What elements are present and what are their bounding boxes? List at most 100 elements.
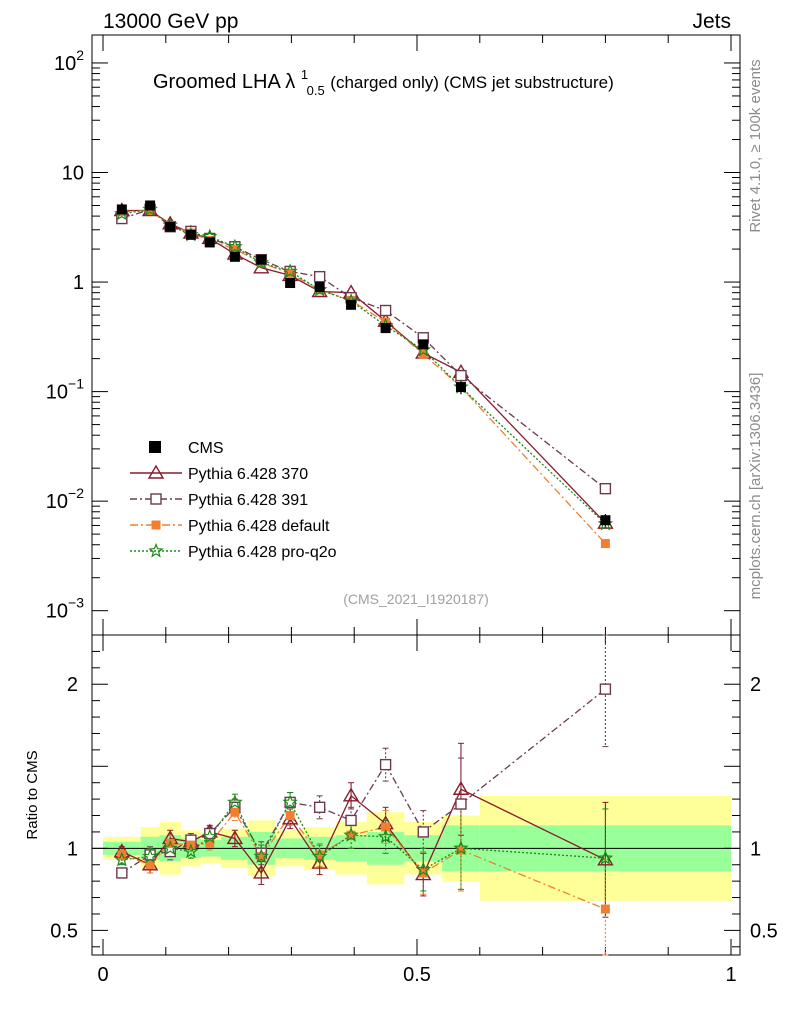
ratio-x-axis: 0 0.5 1 (97, 635, 737, 986)
main-series-marker (599, 482, 612, 495)
ratio-series-marker (282, 794, 298, 809)
main-y-tick-label: 1 (73, 272, 84, 294)
data-point-marker (346, 299, 357, 310)
main-series-marker (282, 263, 298, 279)
ratio-series-marker (204, 827, 216, 840)
main-series-marker (227, 238, 243, 254)
mcplots-label: mcplots.cern.ch [arXiv:1306.3436] (747, 373, 764, 600)
legend-marker-cms (149, 441, 161, 453)
ratio-y-tick-label-right: 2 (750, 674, 761, 696)
ratio-series-marker (311, 848, 328, 864)
main-series-marker (600, 539, 610, 549)
main-y-tick-label: 102 (54, 47, 84, 75)
ratio-y-tick-label: 0.5 (50, 920, 78, 942)
main-y-tick-label: 10 (62, 163, 84, 185)
main-series-marker (379, 304, 392, 317)
ratio-series-marker (452, 780, 470, 795)
title-prefix: Groomed LHA (153, 71, 285, 93)
ratio-series-marker (415, 861, 432, 877)
main-y-tick-label: 10−3 (46, 595, 84, 623)
ratio-y-axis: 0.5 0.5 1 1 2 2 (50, 650, 778, 948)
x-tick-label: 0 (97, 964, 108, 986)
main-y-tick-base: 10 (46, 382, 68, 404)
main-series-line (121, 208, 606, 490)
ratio-series-marker (114, 851, 130, 867)
ratio-panel: 0.5 0.51 12 2 0 0.5 1 Ratio to CMS (24, 634, 778, 986)
ratio-y-tick-label-right: 1 (750, 838, 761, 860)
data-point-marker (600, 515, 611, 526)
ratio-series-marker (456, 845, 466, 855)
title-lambda: λ (285, 71, 295, 93)
legend-label: Pythia 6.428 default (188, 518, 330, 535)
legend-marker (150, 493, 162, 505)
main-y-tick-exponent: 2 (76, 47, 84, 63)
legend-label: Pythia 6.428 pro-q2o (188, 544, 337, 561)
main-series-marker (313, 270, 326, 283)
ratio-series-marker (162, 840, 178, 855)
main-series-line (121, 209, 606, 545)
data-point-marker (185, 229, 196, 240)
ratio-series-marker (145, 860, 155, 870)
ratio-series-marker (313, 801, 326, 814)
data-point-marker (418, 339, 429, 350)
data-point-marker (229, 251, 240, 262)
main-y-tick-base: 1 (73, 272, 84, 294)
main-y-tick-label: 10−1 (46, 376, 84, 404)
main-x-axis (102, 35, 732, 635)
ratio-series-marker (600, 904, 610, 914)
plot-title: Groomed LHA λ 1 0.5 (charged only) (CMS … (153, 62, 614, 100)
legend: CMS Pythia 6.428 370 Pythia 6.428 391 Pythi… (130, 440, 337, 561)
x-tick-label: 0.5 (403, 964, 431, 986)
legend-marker (148, 542, 164, 558)
ratio-panel-frame (91, 634, 741, 956)
main-y-tick-base: 10 (62, 163, 84, 185)
main-series-layer (113, 200, 614, 549)
ratio-series-marker (379, 758, 392, 771)
header-right-label: Jets (692, 10, 731, 33)
analysis-id-label: (CMS_2021_I1920187) (343, 591, 489, 607)
data-point-marker (165, 221, 176, 232)
data-point-marker (204, 237, 215, 248)
ratio-series-marker (453, 840, 469, 855)
ratio-series-marker (285, 811, 295, 821)
legend-label: Pythia 6.428 391 (188, 492, 308, 509)
title-subscript: 0.5 (307, 83, 325, 98)
ratio-series-line (121, 688, 606, 874)
main-y-tick-base: 10 (46, 491, 68, 513)
ratio-series-marker (599, 683, 612, 695)
ratio-series-marker (417, 826, 429, 838)
ratio-series-marker (597, 850, 614, 865)
ratio-series-marker (253, 848, 269, 864)
main-y-tick-base: 10 (46, 601, 68, 623)
ratio-series-marker (455, 798, 467, 810)
legend-marker (151, 520, 161, 530)
x-tick-label: 1 (725, 964, 736, 986)
ratio-y-tick-label: 2 (67, 674, 78, 696)
legend-label: Pythia 6.428 370 (188, 466, 308, 483)
ratio-series-marker (230, 807, 240, 817)
legend-label-cms: CMS (188, 440, 224, 457)
ratio-series-marker (345, 814, 357, 827)
ratio-y-tick-label-right: 0.5 (750, 920, 778, 942)
ratio-series-marker (253, 864, 270, 879)
ratio-series-marker (116, 867, 128, 879)
main-y-tick-exponent: −3 (68, 595, 84, 611)
legend-marker (147, 464, 165, 479)
ratio-y-axis-label: Ratio to CMS (24, 750, 41, 839)
data-point-marker (256, 254, 267, 265)
data-point-marker (145, 200, 156, 211)
ratio-series-line (121, 811, 606, 910)
ratio-series-marker (342, 787, 360, 802)
data-point-marker (285, 278, 296, 289)
ratio-y-tick-label: 1 (67, 838, 78, 860)
ratio-series-marker (227, 794, 243, 809)
ratio-series-marker (202, 828, 218, 844)
main-y-tick-exponent: −1 (68, 376, 84, 392)
title-suffix: (charged only) (CMS jet substructure) (330, 73, 613, 92)
data-point-marker (116, 204, 127, 215)
main-series-marker (285, 268, 295, 278)
ratio-series-marker (377, 828, 394, 844)
